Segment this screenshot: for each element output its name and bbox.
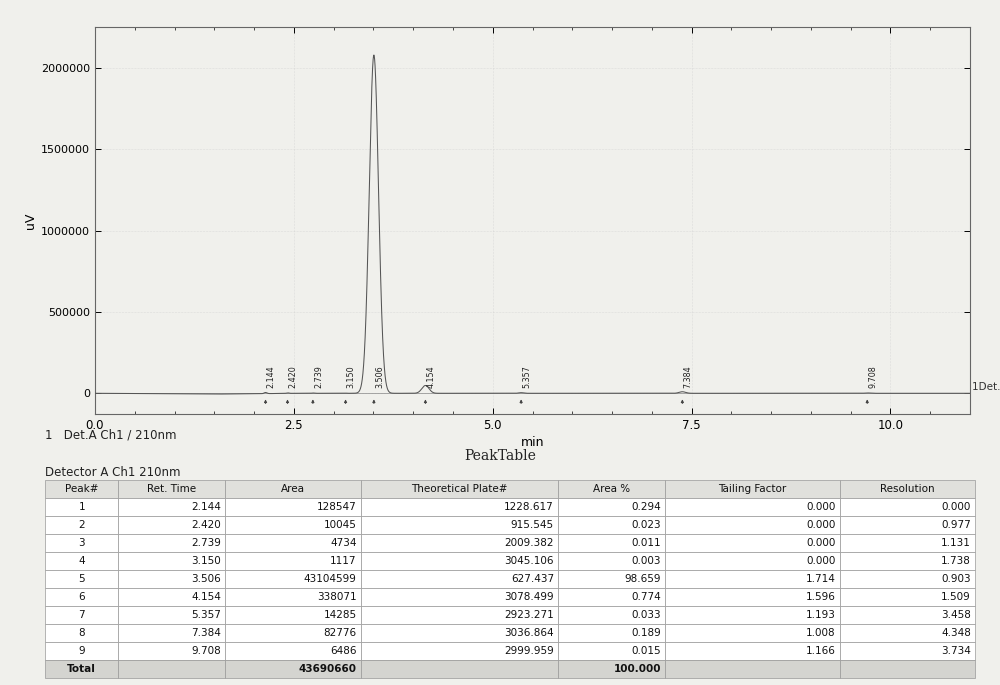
Text: 4734: 4734 [330, 538, 357, 548]
Text: Total: Total [67, 664, 96, 674]
Text: 0.774: 0.774 [631, 592, 661, 602]
Text: 0.000: 0.000 [806, 501, 836, 512]
Text: Ret. Time: Ret. Time [147, 484, 196, 493]
Text: 1   Det.A Ch1 / 210nm: 1 Det.A Ch1 / 210nm [45, 428, 176, 441]
Text: 43690660: 43690660 [299, 664, 357, 674]
Text: 4.154: 4.154 [191, 592, 221, 602]
Text: 2.420: 2.420 [192, 520, 221, 530]
Text: 4: 4 [78, 556, 85, 566]
Text: 0.000: 0.000 [806, 538, 836, 548]
Text: 2: 2 [78, 520, 85, 530]
Text: 2923.271: 2923.271 [504, 610, 554, 620]
Text: 3.150: 3.150 [347, 366, 356, 388]
Text: 4.154: 4.154 [427, 366, 436, 388]
Text: 10045: 10045 [324, 520, 357, 530]
Text: 2.144: 2.144 [267, 366, 276, 388]
Text: 9.708: 9.708 [192, 646, 221, 656]
Text: 1.008: 1.008 [806, 628, 836, 638]
Text: 0.903: 0.903 [941, 574, 971, 584]
Text: 915.545: 915.545 [511, 520, 554, 530]
Text: 1.738: 1.738 [941, 556, 971, 566]
Text: 3.150: 3.150 [192, 556, 221, 566]
Text: 1117: 1117 [330, 556, 357, 566]
Text: 0.977: 0.977 [941, 520, 971, 530]
Text: 0.189: 0.189 [631, 628, 661, 638]
Text: 4.348: 4.348 [941, 628, 971, 638]
X-axis label: min: min [521, 436, 544, 449]
Text: Detector A Ch1 210nm: Detector A Ch1 210nm [45, 466, 180, 479]
Text: 14285: 14285 [324, 610, 357, 620]
Text: 9.708: 9.708 [868, 366, 877, 388]
Text: 8: 8 [78, 628, 85, 638]
Text: 0.003: 0.003 [632, 556, 661, 566]
Text: 1: 1 [78, 501, 85, 512]
Text: 3078.499: 3078.499 [504, 592, 554, 602]
Text: 3.506: 3.506 [375, 366, 384, 388]
Text: 1.166: 1.166 [806, 646, 836, 656]
Text: 1.193: 1.193 [806, 610, 836, 620]
Text: 0.000: 0.000 [942, 501, 971, 512]
Text: 3.458: 3.458 [941, 610, 971, 620]
Text: 3.734: 3.734 [941, 646, 971, 656]
Text: 98.659: 98.659 [624, 574, 661, 584]
Text: 7: 7 [78, 610, 85, 620]
Text: Tailing Factor: Tailing Factor [718, 484, 786, 493]
Text: 1Det.A Ch: 1Det.A Ch [972, 382, 1000, 392]
Text: 0.023: 0.023 [631, 520, 661, 530]
Text: 2.739: 2.739 [314, 366, 323, 388]
Text: 3045.106: 3045.106 [504, 556, 554, 566]
Text: 338071: 338071 [317, 592, 357, 602]
Text: 3: 3 [78, 538, 85, 548]
Text: 0.011: 0.011 [631, 538, 661, 548]
Text: 627.437: 627.437 [511, 574, 554, 584]
Text: Area: Area [281, 484, 305, 493]
Text: 7.384: 7.384 [191, 628, 221, 638]
Text: 3036.864: 3036.864 [504, 628, 554, 638]
Text: 5.357: 5.357 [522, 366, 531, 388]
Text: Theoretical Plate#: Theoretical Plate# [411, 484, 508, 493]
Text: 1.596: 1.596 [806, 592, 836, 602]
Text: 2.144: 2.144 [191, 501, 221, 512]
Text: 0.000: 0.000 [806, 556, 836, 566]
Text: 5: 5 [78, 574, 85, 584]
Text: 2.420: 2.420 [289, 366, 298, 388]
Text: 3.506: 3.506 [192, 574, 221, 584]
Text: Peak#: Peak# [65, 484, 98, 493]
Text: 2999.959: 2999.959 [504, 646, 554, 656]
Text: 7.384: 7.384 [684, 366, 693, 388]
Text: Area %: Area % [593, 484, 630, 493]
Text: 1.714: 1.714 [806, 574, 836, 584]
Text: Resolution: Resolution [880, 484, 935, 493]
Text: 82776: 82776 [324, 628, 357, 638]
Text: 6486: 6486 [330, 646, 357, 656]
Text: 0.294: 0.294 [631, 501, 661, 512]
Text: 6: 6 [78, 592, 85, 602]
Text: 2009.382: 2009.382 [504, 538, 554, 548]
Y-axis label: uV: uV [24, 213, 37, 229]
Text: 1.131: 1.131 [941, 538, 971, 548]
Text: 9: 9 [78, 646, 85, 656]
Text: 100.000: 100.000 [614, 664, 661, 674]
Text: 0.000: 0.000 [806, 520, 836, 530]
Text: 0.015: 0.015 [631, 646, 661, 656]
Text: PeakTable: PeakTable [464, 449, 536, 462]
Text: 0.033: 0.033 [631, 610, 661, 620]
Text: 2.739: 2.739 [191, 538, 221, 548]
Text: 1.509: 1.509 [941, 592, 971, 602]
Text: 1228.617: 1228.617 [504, 501, 554, 512]
Text: 5.357: 5.357 [191, 610, 221, 620]
Text: 43104599: 43104599 [304, 574, 357, 584]
Text: 128547: 128547 [317, 501, 357, 512]
